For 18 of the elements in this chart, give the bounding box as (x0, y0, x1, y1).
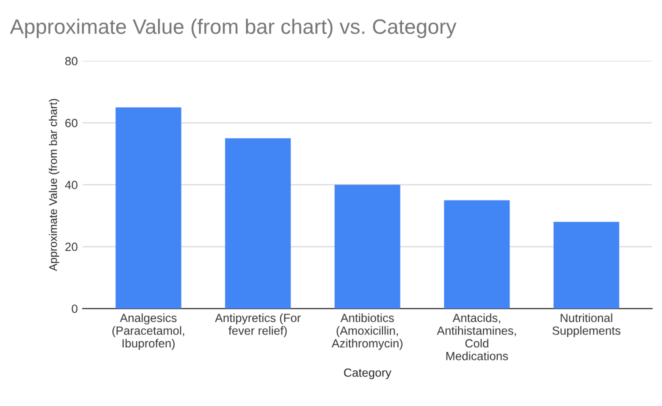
x-tick-label: Nutritional Supplements (552, 313, 620, 338)
x-tick-label: Antacids, Antihistamines, Cold Medications (436, 313, 516, 360)
bar (334, 184, 400, 309)
y-tick-label: 20 (65, 242, 78, 252)
y-tick-label: 60 (65, 118, 78, 128)
bar (225, 138, 291, 309)
chart-title: Approximate Value (from bar chart) vs. Category (10, 18, 456, 38)
x-tick-label: Antipyretics (For fever relief) (214, 313, 301, 338)
y-tick-label: 40 (65, 180, 78, 190)
bar (554, 222, 620, 309)
y-tick-label: 0 (72, 304, 78, 313)
bar (116, 107, 182, 309)
y-tick-label: 80 (65, 56, 78, 66)
x-axis-title: Category (344, 368, 392, 380)
x-tick-label: Antibiotics (Amoxicillin, Azithromycin) (332, 313, 402, 350)
x-tick-label: Analgesics (Paracetamol, Ibuprofen) (112, 313, 184, 350)
y-axis-title: Approximate Value (from bar chart) (48, 99, 60, 272)
bar (444, 200, 510, 309)
